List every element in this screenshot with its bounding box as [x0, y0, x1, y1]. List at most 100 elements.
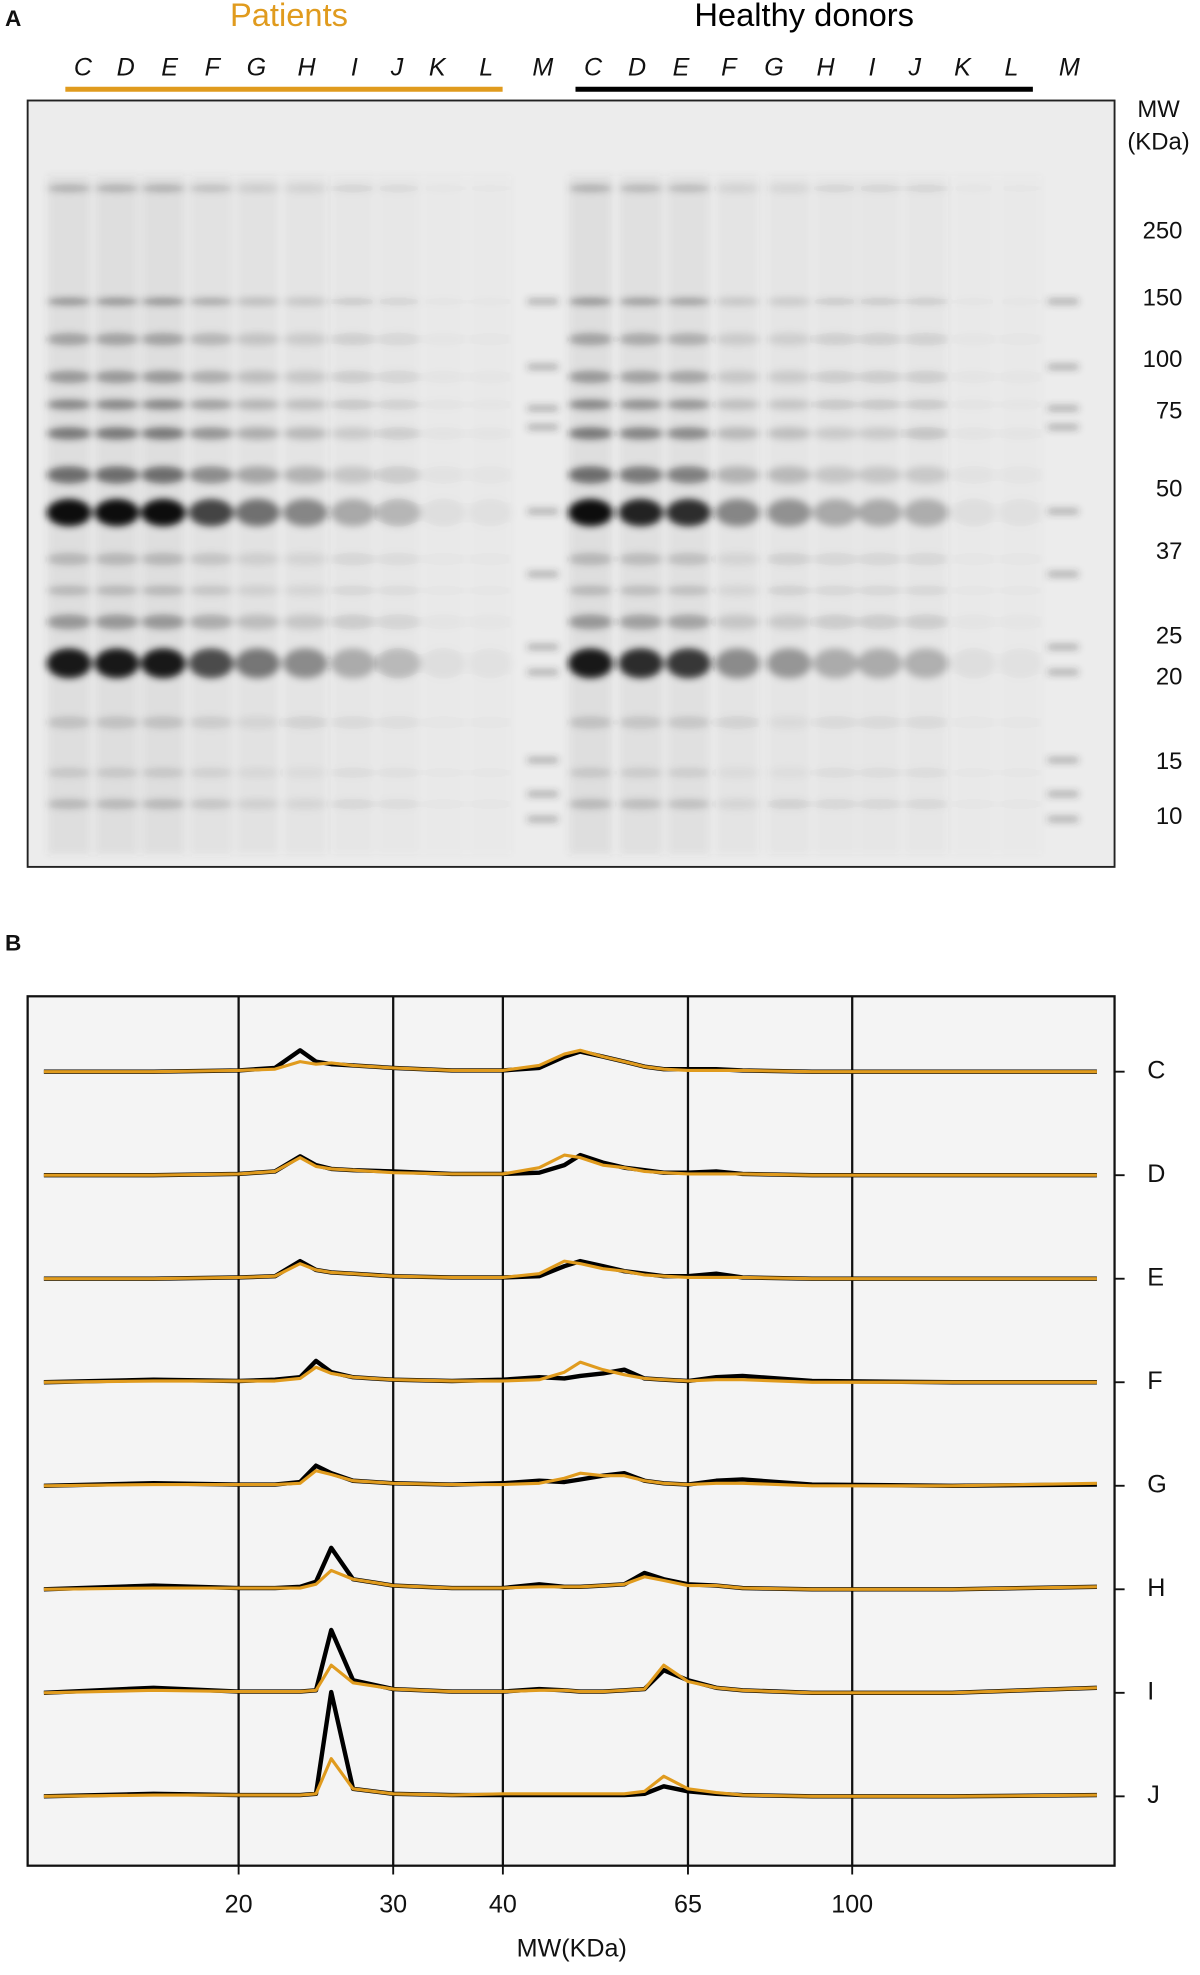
gel-band: [665, 498, 712, 527]
gel-band: [188, 614, 234, 630]
gel-band: [375, 184, 421, 193]
lane-label: K: [429, 54, 447, 82]
gel-band: [330, 297, 376, 306]
gel-band: [856, 799, 903, 810]
lane-label: E: [1147, 1263, 1164, 1291]
gel-band: [375, 427, 421, 440]
gel-band: [951, 799, 996, 809]
gel-band: [903, 399, 949, 410]
gel-band: [998, 466, 1043, 484]
marker-band: [1047, 670, 1079, 675]
gel-band: [812, 427, 859, 440]
gel-band: [282, 716, 328, 729]
lane-label: J: [1147, 1781, 1160, 1809]
gel-band: [998, 585, 1043, 595]
gel-band: [188, 648, 234, 679]
lane-label: F: [721, 54, 738, 82]
gel-band: [330, 370, 376, 384]
lane-label: L: [479, 54, 493, 82]
gel-band: [856, 498, 903, 527]
x-tick-label: 100: [831, 1891, 873, 1919]
marker-band: [527, 425, 558, 430]
mw-marker-label: 100: [1143, 346, 1183, 373]
gel-band: [467, 371, 512, 384]
gel-band: [421, 768, 466, 778]
gel-band: [375, 466, 421, 484]
gel-band: [188, 370, 234, 384]
gel-band: [282, 498, 328, 527]
gel-band: [766, 370, 812, 384]
trace: [43, 1568, 1097, 1591]
gel-band: [567, 552, 614, 566]
gel-band: [714, 585, 761, 596]
marker-band: [1047, 364, 1079, 369]
gel-band: [665, 716, 712, 729]
marker-band: [1047, 572, 1079, 577]
gel-band: [140, 799, 186, 810]
gel-band: [903, 614, 949, 630]
lane-label: C: [1147, 1056, 1165, 1084]
marker-band: [527, 509, 558, 514]
gel-band: [140, 466, 186, 484]
gel-band: [140, 585, 186, 596]
gel-band: [998, 499, 1043, 527]
lane-label: I: [351, 54, 358, 82]
lane-label: D: [628, 54, 646, 82]
gel-band: [903, 768, 948, 778]
gel-band: [812, 184, 859, 193]
gel-band: [714, 427, 761, 440]
gel-band: [714, 614, 761, 630]
gel-band: [567, 399, 614, 410]
gel-band: [812, 614, 859, 630]
gel-band: [665, 399, 712, 410]
gel-band: [766, 648, 812, 679]
marker-band: [1047, 758, 1079, 762]
mw-marker-label: 25: [1156, 622, 1183, 649]
gel-band: [856, 370, 903, 384]
gel-band: [467, 614, 512, 629]
gel-band: [46, 552, 92, 566]
gel-band: [140, 399, 186, 410]
gel-band: [903, 427, 949, 440]
gel-band: [903, 552, 949, 566]
gel-band: [467, 400, 512, 410]
gel-band: [998, 716, 1043, 729]
gel-band: [903, 648, 949, 679]
gel-band: [714, 799, 761, 810]
gel-band: [812, 585, 859, 596]
trace: [43, 1048, 1097, 1074]
gel-band: [766, 716, 812, 729]
x-tick-label: 20: [225, 1891, 253, 1919]
gel-band: [46, 648, 92, 679]
gel-band: [46, 716, 92, 729]
x-tick-label: 30: [379, 1891, 407, 1919]
gel-band: [46, 614, 92, 630]
gel-band: [856, 297, 903, 306]
marker-band: [527, 572, 558, 577]
gel-band: [94, 767, 140, 778]
plot-area: [27, 996, 1115, 1866]
gel-band: [94, 716, 140, 729]
gel-band: [766, 466, 812, 484]
gel-band: [567, 466, 614, 484]
x-tick-label: 65: [674, 1891, 702, 1919]
gel-band: [188, 799, 234, 810]
gel-band: [330, 399, 376, 410]
gel-band: [140, 498, 186, 527]
gel-band: [766, 585, 812, 596]
gel-band: [234, 552, 281, 566]
gel-band: [812, 370, 859, 384]
gel-band: [714, 767, 761, 778]
gel-band: [714, 184, 761, 193]
gel-band: [140, 370, 186, 384]
gel-band: [46, 297, 92, 306]
gel-band: [282, 648, 328, 679]
gel-band: [812, 799, 859, 810]
gel-band: [766, 297, 812, 306]
gel-band: [665, 799, 712, 810]
gel-band: [330, 427, 376, 440]
gel-band: [282, 370, 328, 384]
gel-band: [665, 614, 712, 630]
gel-band: [421, 799, 466, 809]
marker-band: [527, 364, 558, 369]
